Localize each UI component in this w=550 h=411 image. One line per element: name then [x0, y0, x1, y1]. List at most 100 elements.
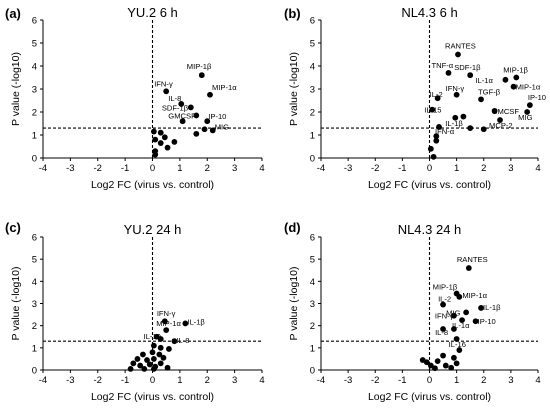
data-point	[451, 312, 457, 319]
x-tick-label: -1	[121, 375, 129, 386]
data-point	[455, 51, 461, 58]
data-point	[524, 109, 531, 115]
y-tick-label: 2	[310, 321, 315, 332]
point-label: IL-8	[168, 94, 181, 103]
x-tick-label: 3	[232, 375, 237, 386]
data-point	[448, 364, 455, 371]
y-tick-label: 0	[32, 366, 37, 377]
data-point	[502, 76, 509, 83]
data-point	[137, 362, 144, 369]
point-label: IFN-γ	[446, 84, 465, 93]
x-tick-label: -4	[317, 375, 325, 386]
point-label: IL-15	[424, 106, 441, 115]
data-point	[130, 360, 137, 367]
data-point	[150, 128, 157, 135]
data-point	[432, 365, 438, 372]
y-axis-label: P value (-log10)	[288, 267, 300, 341]
point-label: MIP-1β	[187, 62, 212, 71]
data-point	[127, 365, 134, 372]
data-point	[445, 70, 452, 76]
data-point	[456, 293, 463, 300]
data-point	[157, 344, 164, 351]
panel-title: YU.2 6 h	[127, 5, 178, 20]
point-label: GMCSF	[492, 107, 520, 116]
point-label: IL-8	[435, 328, 448, 337]
point-label: MIG	[215, 122, 229, 131]
data-point	[187, 104, 194, 111]
y-tick-label: 6	[310, 16, 315, 27]
data-point	[150, 365, 157, 372]
data-point	[472, 318, 479, 325]
data-point	[149, 349, 156, 356]
y-axis-label: P value (-log10)	[10, 52, 22, 126]
point-label: MIP-1β	[433, 283, 458, 292]
data-point	[433, 137, 440, 144]
x-tick-label: -2	[94, 163, 102, 174]
point-label: MIP-1α	[156, 319, 181, 328]
y-tick-label: 1	[310, 343, 315, 354]
data-point	[440, 301, 446, 308]
data-point	[163, 327, 170, 333]
x-tick-label: -2	[371, 163, 379, 174]
x-axis-label: Log2 FC (virus vs. control)	[368, 179, 491, 191]
y-tick-label: 4	[32, 62, 37, 73]
data-point	[150, 356, 157, 362]
point-label: RANTES	[457, 255, 488, 264]
x-tick-label: -3	[66, 375, 74, 386]
data-point	[161, 318, 168, 325]
point-label: MCP-2	[489, 121, 513, 130]
x-tick-label: 3	[508, 375, 513, 386]
data-point	[453, 336, 460, 342]
data-point	[134, 356, 141, 362]
data-point	[423, 359, 430, 366]
point-label: IL-1α	[452, 321, 470, 330]
x-tick-label: -3	[344, 163, 352, 174]
x-tick-label: 2	[205, 163, 210, 174]
x-tick-label: -4	[39, 163, 47, 174]
x-tick-label: 2	[481, 375, 486, 386]
point-label: RANTES	[445, 42, 476, 51]
point-label: SDF-1β	[162, 103, 189, 112]
data-point	[166, 346, 172, 352]
point-label: IP-10	[208, 112, 226, 121]
data-point	[463, 309, 470, 316]
point-label: MIP-1α	[462, 291, 487, 300]
x-tick-label: 4	[259, 375, 264, 386]
data-point	[429, 106, 436, 113]
data-point	[460, 113, 467, 120]
panel-title: YU.2 24 h	[124, 222, 182, 237]
y-tick-label: 5	[310, 39, 315, 50]
x-tick-label: 4	[535, 375, 540, 386]
panel-title: NL4.3 24 h	[398, 222, 462, 237]
panel-letter: (a)	[5, 6, 21, 21]
y-tick-label: 1	[32, 343, 37, 354]
data-point	[161, 134, 168, 141]
x-tick-label: -2	[371, 375, 379, 386]
x-tick-label: 1	[454, 375, 459, 386]
x-tick-label: 4	[535, 163, 540, 174]
data-point	[442, 362, 449, 369]
data-point	[193, 130, 200, 137]
data-point	[152, 151, 159, 158]
data-point	[152, 136, 159, 143]
x-tick-label: 2	[481, 163, 486, 174]
point-label: IL-2	[430, 90, 443, 99]
data-point	[209, 127, 216, 134]
point-label: IFN-α	[435, 127, 455, 136]
x-axis-label: Log2 FC (virus vs. control)	[368, 391, 491, 403]
data-point	[491, 107, 498, 114]
y-tick-label: 3	[32, 85, 37, 96]
data-point	[193, 112, 200, 119]
y-tick-label: 6	[32, 16, 37, 27]
point-label: IP-10	[478, 317, 496, 326]
x-tick-label: -2	[94, 375, 102, 386]
y-tick-label: 0	[32, 154, 37, 165]
panel-letter: (b)	[284, 6, 301, 21]
panel-letter: (d)	[284, 220, 301, 235]
y-tick-label: 5	[32, 255, 37, 266]
y-tick-label: 2	[32, 108, 37, 119]
y-tick-label: 5	[32, 39, 37, 50]
data-point	[182, 320, 189, 327]
y-tick-label: 1	[310, 131, 315, 142]
point-label: MIG	[518, 113, 532, 122]
